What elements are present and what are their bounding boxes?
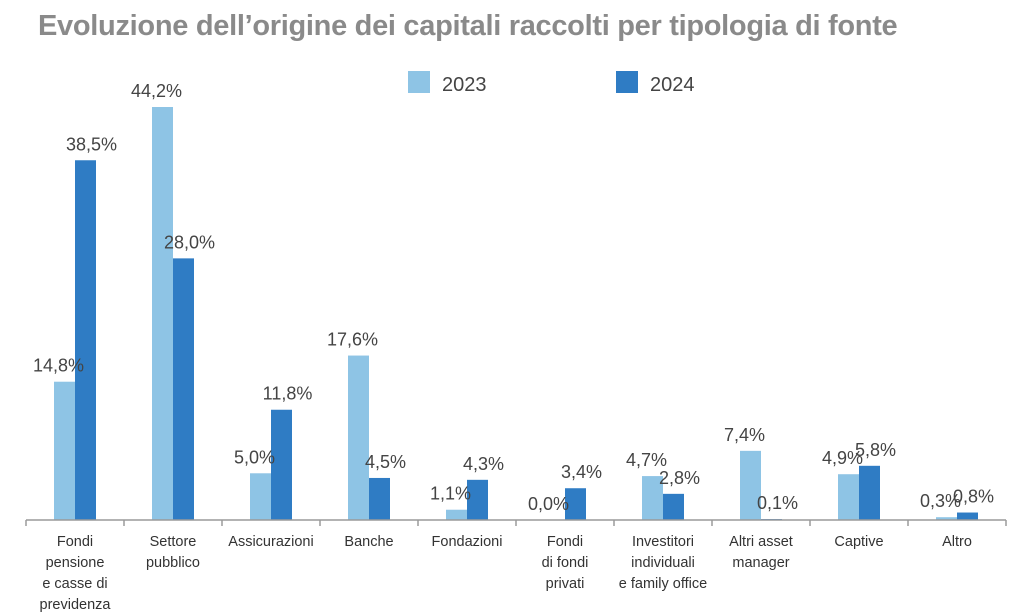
bar-2024-0 bbox=[75, 160, 96, 520]
value-label-2024-5: 3,4% bbox=[561, 462, 602, 482]
category-label-7: Altri asset manager bbox=[729, 534, 793, 571]
bar-2023-6 bbox=[642, 476, 663, 520]
value-label-2023-9: 0,3% bbox=[920, 491, 961, 511]
category-label-1: Settore pubblico bbox=[146, 534, 200, 571]
value-label-2024-1: 28,0% bbox=[164, 232, 215, 252]
bar-2023-2 bbox=[250, 473, 271, 520]
bars bbox=[54, 107, 978, 520]
category-label-8: Captive bbox=[834, 534, 883, 550]
bar-2024-5 bbox=[565, 488, 586, 520]
value-label-2023-5: 0,0% bbox=[528, 494, 569, 514]
value-label-2023-7: 7,4% bbox=[724, 425, 765, 445]
category-labels: Fondi pensione e casse di previdenza Settore… bbox=[40, 534, 972, 613]
value-label-2024-3: 4,5% bbox=[365, 452, 406, 472]
x-axis bbox=[25, 519, 1007, 526]
value-label-2023-2: 5,0% bbox=[234, 447, 275, 467]
legend-label-2024: 2024 bbox=[650, 74, 695, 96]
bar-2024-3 bbox=[369, 477, 390, 520]
bar-2024-8 bbox=[859, 465, 880, 520]
legend-label-2023: 2023 bbox=[442, 74, 487, 96]
category-label-6: Investitori individuali e family office bbox=[619, 534, 707, 592]
value-label-2023-6: 4,7% bbox=[626, 450, 667, 470]
bar-2023-1 bbox=[152, 107, 173, 520]
value-label-2024-6: 2,8% bbox=[659, 468, 700, 488]
category-label-0: Fondi pensione e casse di previdenza bbox=[40, 534, 112, 613]
bar-2024-9 bbox=[957, 512, 978, 520]
category-label-3: Banche bbox=[344, 534, 393, 550]
category-label-9: Altro bbox=[942, 534, 972, 550]
bar-2023-3 bbox=[348, 355, 369, 520]
value-labels: 14,8% 38,5% 44,2% 28,0% 5,0% 11,8% 17,6% 4,5% 1,… bbox=[33, 81, 994, 514]
legend-swatch-2023 bbox=[408, 71, 430, 93]
bar-2023-0 bbox=[54, 381, 75, 520]
legend-swatch-2024 bbox=[616, 71, 638, 93]
value-label-2023-1: 44,2% bbox=[131, 81, 182, 101]
value-label-2023-0: 14,8% bbox=[33, 356, 84, 376]
value-label-2024-0: 38,5% bbox=[66, 134, 117, 154]
legend: 2023 2024 bbox=[408, 71, 695, 96]
value-label-2023-3: 17,6% bbox=[327, 330, 378, 350]
bar-2024-6 bbox=[663, 493, 684, 520]
bar-2023-7 bbox=[740, 450, 761, 520]
bar-2024-1 bbox=[173, 258, 194, 520]
value-label-2023-4: 1,1% bbox=[430, 484, 471, 504]
value-label-2024-2: 11,8% bbox=[263, 384, 313, 404]
bar-2023-9 bbox=[936, 517, 957, 520]
value-label-2023-8: 4,9% bbox=[822, 448, 863, 468]
category-label-2: Assicurazioni bbox=[228, 534, 313, 550]
bar-2023-8 bbox=[838, 474, 859, 520]
bar-2023-4 bbox=[446, 509, 467, 520]
value-label-2024-9: 0,8% bbox=[953, 487, 994, 507]
value-label-2024-4: 4,3% bbox=[463, 454, 504, 474]
category-label-4: Fondazioni bbox=[432, 534, 503, 550]
chart-title: Evoluzione dell’origine dei capitali rac… bbox=[38, 10, 898, 42]
category-label-5: Fondi di fondi privati bbox=[542, 534, 589, 592]
value-label-2024-7: 0,1% bbox=[757, 493, 798, 513]
bar-2024-4 bbox=[467, 479, 488, 520]
bar-2024-2 bbox=[271, 409, 292, 520]
value-label-2024-8: 5,8% bbox=[855, 440, 896, 460]
